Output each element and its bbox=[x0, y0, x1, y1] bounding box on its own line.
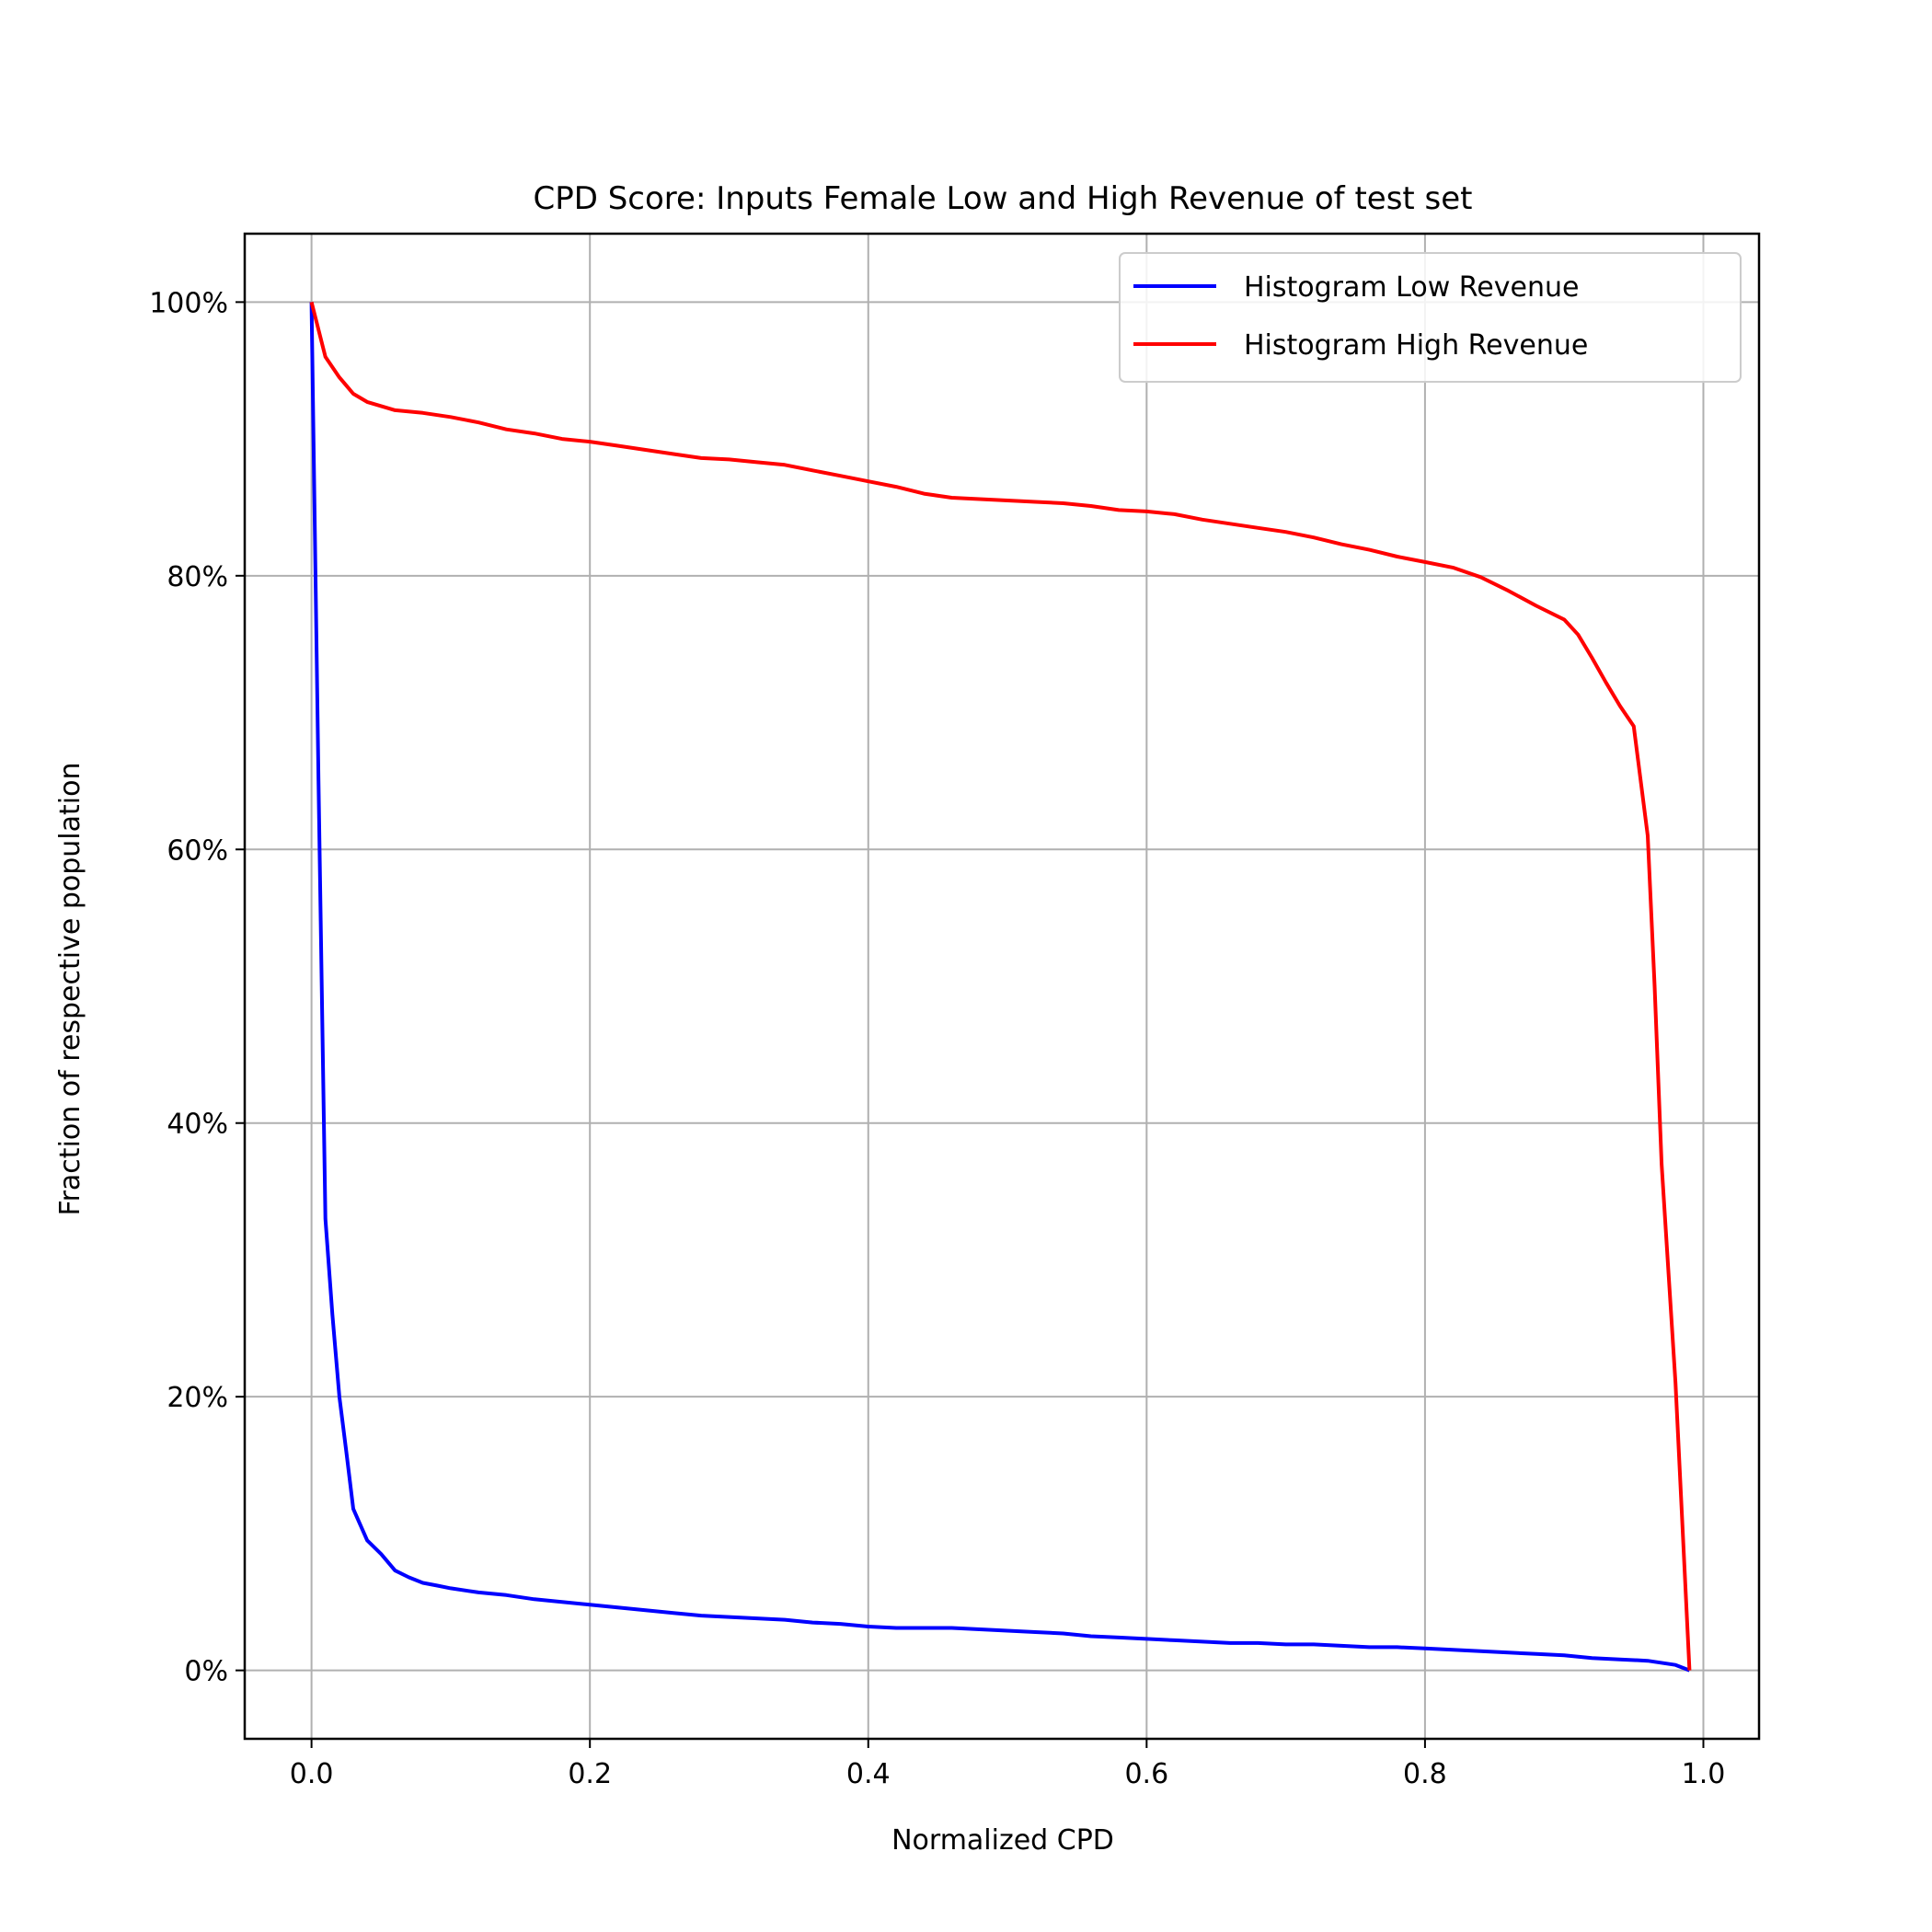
x-tick-label: 0.4 bbox=[846, 1758, 891, 1790]
y-tick-label: 100% bbox=[149, 287, 228, 319]
y-tick-label: 80% bbox=[167, 561, 228, 593]
y-tick-label: 40% bbox=[167, 1109, 228, 1141]
x-tick-label: 0.6 bbox=[1124, 1758, 1168, 1790]
series-line-low-revenue bbox=[309, 302, 1691, 1673]
legend-label: Histogram Low Revenue bbox=[1244, 271, 1579, 304]
y-tick-label: 20% bbox=[167, 1382, 228, 1414]
y-axis-label: Fraction of respective population bbox=[54, 763, 86, 1216]
x-tick-label: 1.0 bbox=[1682, 1758, 1726, 1790]
x-tick-label: 0.0 bbox=[290, 1758, 334, 1790]
x-tick-label: 0.8 bbox=[1403, 1758, 1447, 1790]
y-tick-label: 0% bbox=[184, 1656, 228, 1688]
y-tick-label: 60% bbox=[167, 834, 228, 867]
series-lines bbox=[309, 301, 1692, 1673]
x-axis-ticks: 0.0 0.2 0.4 0.6 0.8 1.0 bbox=[290, 1739, 1726, 1790]
legend-box bbox=[1119, 252, 1742, 383]
x-axis-label: Normalized CPD bbox=[891, 1824, 1114, 1857]
plot-frame bbox=[243, 232, 1761, 1741]
x-tick-label: 0.2 bbox=[568, 1758, 612, 1790]
legend: Histogram Low Revenue Histogram High Reve… bbox=[1119, 252, 1742, 383]
series-line-high-revenue bbox=[309, 301, 1692, 1671]
y-axis-ticks: 0% 20% 40% 60% 80% 100% bbox=[149, 287, 245, 1688]
chart-title: CPD Score: Inputs Female Low and High Re… bbox=[533, 180, 1472, 217]
legend-label: Histogram High Revenue bbox=[1244, 329, 1588, 362]
grid-lines bbox=[245, 234, 1759, 1739]
